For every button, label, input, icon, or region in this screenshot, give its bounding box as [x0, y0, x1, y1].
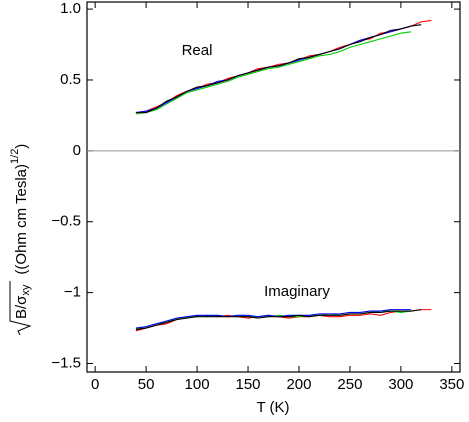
y-label-radicand: B/σ	[13, 295, 30, 319]
plot-frame	[86, 1, 461, 373]
y-tick-label: 1.0	[60, 0, 81, 17]
data-line	[135, 309, 422, 331]
x-tick-label: 50	[138, 376, 155, 393]
x-tick-label: 150	[236, 376, 261, 393]
radical-sign	[9, 281, 32, 336]
y-tick-label: 0	[73, 142, 81, 159]
x-tick-label: 0	[91, 376, 99, 393]
x-tick-label: 100	[185, 376, 210, 393]
y-tick-label: −1	[64, 284, 81, 301]
y-label-subscript: xy	[20, 284, 32, 296]
x-axis-label: T (K)	[256, 399, 289, 416]
y-label-superscript: 1/2	[9, 149, 21, 164]
x-tick-label: 250	[337, 376, 362, 393]
data-line	[135, 309, 432, 332]
y-label-unit: ((Ohm cm Tesla)	[13, 164, 30, 275]
y-axis-label: B/σxy ((Ohm cm Tesla)1/2)	[9, 144, 32, 336]
data-line	[135, 31, 412, 115]
y-tick-label: −0.5	[51, 213, 81, 230]
x-tick-label: 300	[388, 376, 413, 393]
x-tick-label: 350	[439, 376, 464, 393]
data-line	[135, 19, 432, 114]
y-label-text: B/σxy ((Ohm cm Tesla)1/2)	[9, 144, 32, 319]
data-line	[135, 309, 412, 329]
data-line	[135, 24, 422, 114]
annotation: Real	[182, 42, 213, 59]
x-tick-label: 200	[286, 376, 311, 393]
annotation: Imaginary	[264, 283, 330, 300]
y-tick-label: −1.5	[51, 354, 81, 371]
y-tick-label: 0.5	[60, 71, 81, 88]
y-label-close: )	[13, 144, 30, 149]
